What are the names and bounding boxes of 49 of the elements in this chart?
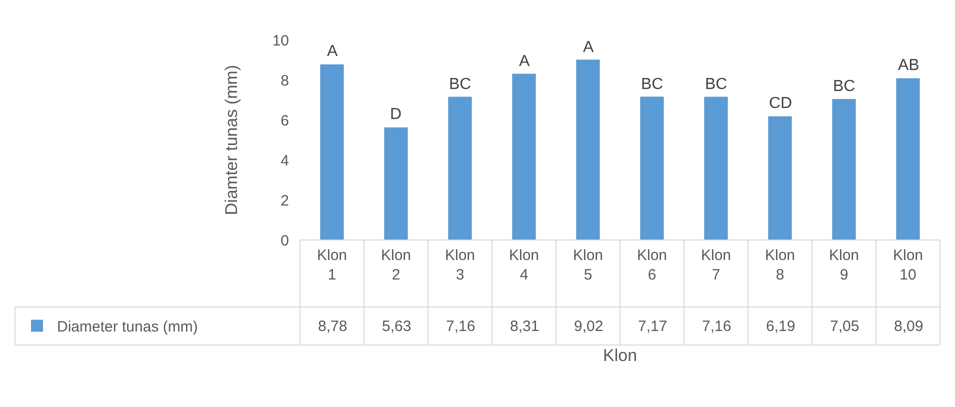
x-tick-label: Klon 8 (764, 247, 796, 284)
x-tick-label: Klon 7 (700, 247, 732, 284)
data-label: 9,02 (574, 318, 604, 335)
annotation: D (390, 106, 402, 123)
annotation: BC (705, 76, 728, 93)
data-label: 8,09 (894, 318, 924, 335)
x-axis-title: Klon (603, 346, 638, 365)
y-tick-label: 8 (280, 72, 289, 90)
annotation: CD (769, 95, 792, 112)
annotation: BC (833, 78, 856, 95)
bar (832, 99, 856, 240)
x-tick-label: Klon 4 (508, 247, 540, 284)
y-tick-label: 10 (272, 32, 289, 50)
bar (896, 78, 920, 240)
data-label: 7,05 (830, 318, 860, 335)
annotation: A (519, 53, 530, 70)
bar (576, 60, 600, 240)
data-label: 7,16 (702, 318, 732, 335)
bar (448, 96, 472, 240)
annotation: AB (898, 57, 920, 74)
y-tick-label: 4 (280, 152, 289, 170)
data-label: 5,63 (382, 318, 412, 335)
legend-label: Diameter tunas (mm) (57, 318, 198, 336)
x-tick-label: Klon 1 (316, 247, 348, 284)
x-tick-label: Klon 3 (444, 247, 476, 284)
y-axis-title: Diamter tunas (mm) (222, 64, 241, 216)
y-tick-label: 6 (280, 112, 289, 130)
bar (704, 96, 728, 240)
data-label: 7,16 (446, 318, 476, 335)
data-label: 7,17 (638, 318, 668, 335)
bar (384, 127, 408, 240)
annotation: A (583, 39, 594, 56)
x-tick-label: Klon 2 (380, 247, 412, 284)
annotation: BC (641, 76, 664, 93)
bar (768, 116, 792, 240)
x-tick-label: Klon 6 (636, 247, 668, 284)
bar (640, 96, 664, 240)
bar (512, 74, 536, 240)
x-tick-label: Klon 5 (572, 247, 604, 284)
data-label: 8,31 (510, 318, 540, 335)
annotation: BC (449, 76, 472, 93)
bar (320, 64, 344, 240)
annotation: A (327, 43, 338, 60)
y-tick-label: 2 (280, 192, 289, 210)
x-tick-label: Klon 9 (828, 247, 860, 284)
y-tick-label: 0 (280, 232, 289, 250)
x-tick-label: Klon 10 (892, 247, 924, 284)
data-label: 8,78 (318, 318, 348, 335)
data-label: 6,19 (766, 318, 796, 335)
